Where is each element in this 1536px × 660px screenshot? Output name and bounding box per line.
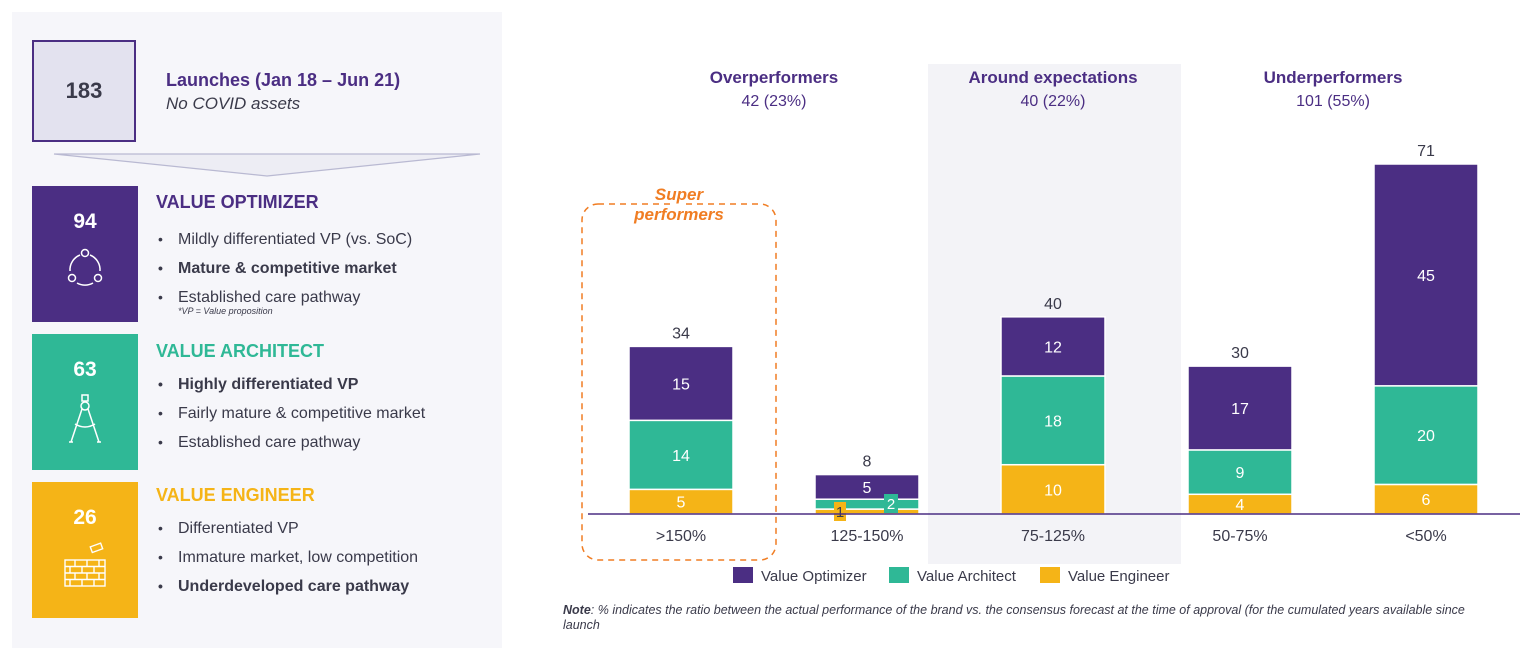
- value-architect-box: 63: [32, 334, 138, 470]
- super-performers-label: Super: [655, 185, 705, 204]
- bullet-item: Differentiated VP: [158, 514, 418, 543]
- bar-value-label: 10: [1044, 482, 1062, 499]
- bullet-item: Mature & competitive market: [158, 254, 412, 283]
- bar-value-architect-50: [1373, 385, 1479, 486]
- value-architect-count: 63: [73, 358, 97, 381]
- chart-note: Note: % indicates the ratio between the …: [563, 603, 1493, 633]
- value-optimizer-box: 94: [32, 186, 138, 322]
- bullet-item: Fairly mature & competitive market: [158, 399, 425, 428]
- drafting-compass-icon: [69, 394, 101, 443]
- x-tick-label: <50%: [1405, 528, 1446, 545]
- bullet-item: Established care pathway: [158, 428, 425, 457]
- group-title-underperformers: Underperformers: [1264, 68, 1403, 87]
- bullet-item: Highly differentiated VP: [158, 370, 425, 399]
- bar-value-label: 5: [863, 480, 872, 497]
- legend-swatch-value-engineer: [1040, 567, 1060, 583]
- total-launches-box: 183: [32, 40, 136, 142]
- bar-value-label: 18: [1044, 413, 1062, 430]
- group-title-overperformers: Overperformers: [710, 68, 839, 87]
- launches-subtitle: No COVID assets: [166, 94, 301, 113]
- bar-value-label: 5: [677, 495, 686, 512]
- bar-value-architect-125-150: [814, 498, 920, 510]
- bar-value-label: 45: [1417, 268, 1435, 285]
- value-optimizer-title: VALUE OPTIMIZER: [156, 192, 319, 212]
- vp-footnote: *VP = Value proposition: [178, 306, 273, 316]
- group-subtitle-around-expectations: 40 (22%): [1021, 93, 1086, 110]
- brick-wall-icon: [64, 542, 106, 587]
- funnel-divider: [53, 153, 481, 177]
- value-architect-title: VALUE ARCHITECT: [156, 341, 324, 361]
- bar-value-optimizer-150: [628, 345, 734, 422]
- bar-value-label: 9: [1236, 465, 1245, 482]
- bullet-item: Established care pathway: [158, 283, 412, 312]
- total-launches-count: 183: [65, 78, 103, 103]
- bar-value-label: 15: [672, 376, 690, 393]
- legend-label-value-engineer: Value Engineer: [1068, 568, 1169, 585]
- note-text: : % indicates the ratio between the actu…: [563, 603, 1465, 632]
- super-performers-label: performers: [633, 205, 724, 224]
- legend-swatch-value-optimizer: [733, 567, 753, 583]
- bar-value-architect-50-75: [1187, 449, 1293, 496]
- bar-total-label: 30: [1231, 345, 1249, 362]
- group-subtitle-underperformers: 101 (55%): [1296, 93, 1370, 110]
- bar-value-label: 20: [1417, 428, 1435, 445]
- bar-value-label: 17: [1231, 401, 1249, 418]
- bullet-item: Underdeveloped care pathway: [158, 572, 418, 601]
- bullet-item: Immature market, low competition: [158, 543, 418, 572]
- bar-value-optimizer-75-125: [1000, 316, 1106, 377]
- x-tick-label: 50-75%: [1212, 528, 1267, 545]
- launch-summary-panel: 183 Launches (Jan 18 – Jun 21) No COVID …: [12, 12, 502, 648]
- bar-value-label: 14: [672, 448, 690, 465]
- note-label: Note: [563, 603, 591, 617]
- value-engineer-title: VALUE ENGINEER: [156, 485, 315, 505]
- bar-value-label: 2: [887, 496, 895, 513]
- bar-value-label: 1: [836, 504, 844, 521]
- value-optimizer-count: 94: [73, 210, 97, 233]
- group-title-around-expectations: Around expectations: [968, 68, 1137, 87]
- bar-value-architect-150: [628, 419, 734, 491]
- bar-total-label: 71: [1417, 143, 1435, 160]
- value-engineer-bullets: Differentiated VP Immature market, low c…: [158, 514, 418, 601]
- bar-value-optimizer-50-75: [1187, 365, 1293, 451]
- bar-value-optimizer-50: [1373, 163, 1479, 387]
- bar-value-label: 12: [1044, 339, 1062, 356]
- launches-title: Launches (Jan 18 – Jun 21): [166, 70, 401, 90]
- legend-label-value-architect: Value Architect: [917, 568, 1017, 585]
- group-subtitle-overperformers: 42 (23%): [742, 93, 807, 110]
- legend-swatch-value-architect: [889, 567, 909, 583]
- small-segment-tag-value-architect: [884, 494, 898, 513]
- bar-value-label: 6: [1422, 492, 1431, 509]
- cycle-arrows-icon: [67, 248, 103, 286]
- performance-stacked-bar-chart: Overperformers 42 (23%) Around expectation…: [581, 64, 1520, 585]
- bullet-item: Mildly differentiated VP (vs. SoC): [158, 225, 412, 254]
- value-architect-bullets: Highly differentiated VP Fairly mature &…: [158, 370, 425, 457]
- small-segment-tag-value-engineer: [834, 502, 846, 521]
- super-performers-outline: [581, 203, 777, 561]
- value-optimizer-bullets: Mildly differentiated VP (vs. SoC) Matur…: [158, 225, 412, 312]
- bar-total-label: 34: [672, 325, 690, 342]
- value-engineer-box: 26: [32, 482, 138, 618]
- value-engineer-count: 26: [73, 506, 97, 529]
- legend-label-value-optimizer: Value Optimizer: [761, 568, 867, 585]
- bar-value-optimizer-125-150: [814, 473, 920, 500]
- bar-total-label: 8: [863, 454, 872, 471]
- x-tick-label: 125-150%: [831, 528, 904, 545]
- bar-value-label: 4: [1236, 497, 1245, 514]
- x-tick-label: 75-125%: [1021, 528, 1085, 545]
- bar-total-label: 40: [1044, 296, 1062, 313]
- x-tick-label: >150%: [656, 528, 706, 545]
